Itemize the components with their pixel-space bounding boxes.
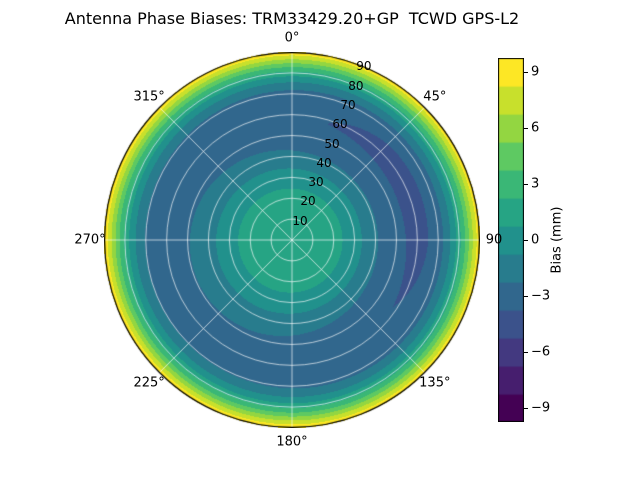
colorbar-tick-label: −3 bbox=[531, 288, 551, 304]
colorbar-tick-mark bbox=[524, 71, 528, 73]
colorbar-tick-mark bbox=[524, 351, 528, 353]
colorbar-tick-mark bbox=[524, 183, 528, 185]
colorbar-tick-label: 9 bbox=[531, 64, 540, 80]
colorbar-tick-mark bbox=[524, 239, 528, 241]
colorbar-tick-mark bbox=[524, 295, 528, 297]
figure-title: Antenna Phase Biases: TRM33429.20+GP TCW… bbox=[64, 9, 520, 28]
polar-contour-plot bbox=[104, 52, 480, 428]
colorbar bbox=[498, 58, 524, 422]
colorbar-tick-label: 3 bbox=[531, 176, 540, 192]
angular-tick-label: 270° bbox=[74, 232, 106, 248]
colorbar-tick-label: 6 bbox=[531, 120, 540, 136]
colorbar-axis-label: Bias (mm) bbox=[549, 206, 565, 274]
colorbar-tick-label: 0 bbox=[531, 232, 540, 248]
angular-tick-label: 180° bbox=[276, 434, 308, 450]
colorbar-tick-mark bbox=[524, 127, 528, 129]
colorbar-tick-mark bbox=[524, 407, 528, 409]
colorbar-tick-label: −9 bbox=[531, 400, 551, 416]
angular-tick-label: 0° bbox=[284, 30, 300, 46]
colorbar-tick-label: −6 bbox=[531, 344, 551, 360]
